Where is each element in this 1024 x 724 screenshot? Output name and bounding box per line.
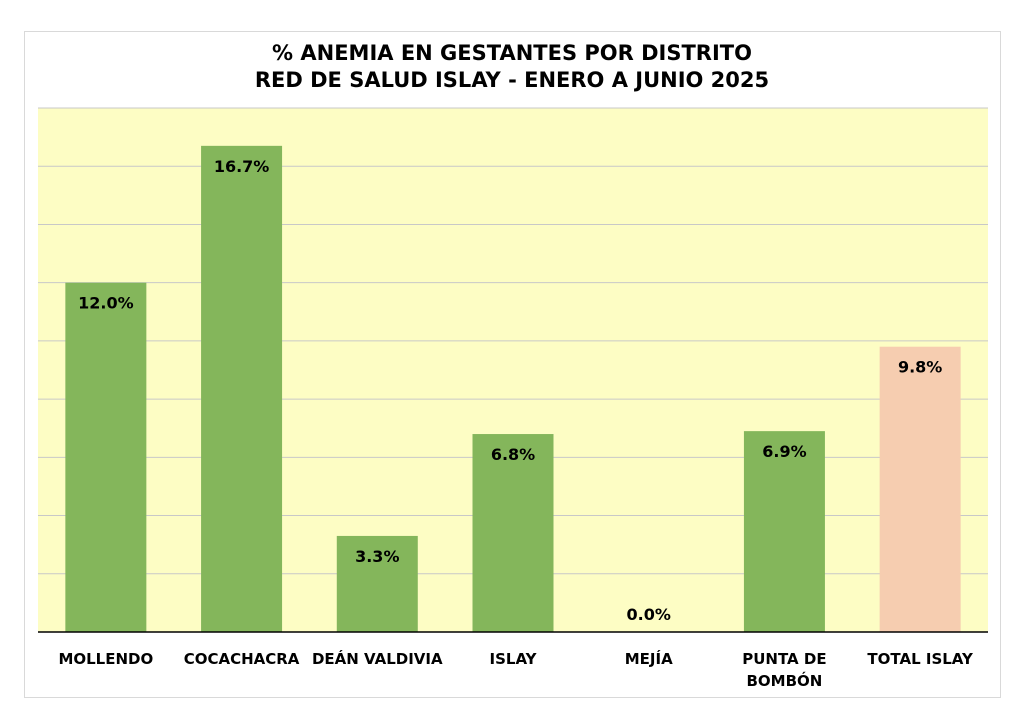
data-label: 6.9% bbox=[762, 442, 806, 461]
data-label: 9.8% bbox=[898, 358, 942, 377]
bars bbox=[65, 145, 961, 632]
category-label: MOLLENDO bbox=[58, 650, 153, 668]
chart-title-line-1: % ANEMIA EN GESTANTES POR DISTRITO bbox=[272, 41, 752, 65]
data-label: 0.0% bbox=[627, 605, 671, 624]
data-label: 16.7% bbox=[214, 157, 270, 176]
category-label: DEÁN VALDIVIA bbox=[312, 649, 443, 668]
chart-title-line-2: RED DE SALUD ISLAY - ENERO A JUNIO 2025 bbox=[254, 68, 770, 92]
data-label: 12.0% bbox=[78, 294, 134, 313]
category-label: TOTAL ISLAY bbox=[867, 650, 974, 668]
data-label: 3.3% bbox=[355, 547, 399, 566]
bar bbox=[336, 535, 418, 632]
category-label: BOMBÓN bbox=[746, 671, 822, 690]
category-label: MEJÍA bbox=[625, 649, 673, 668]
bar bbox=[65, 282, 147, 632]
bar bbox=[472, 434, 554, 632]
category-label: PUNTA DE bbox=[742, 650, 826, 668]
bar-total bbox=[879, 346, 961, 632]
data-label: 6.8% bbox=[491, 445, 535, 464]
category-label: COCACHACRA bbox=[184, 650, 300, 668]
bar bbox=[201, 145, 283, 632]
category-labels: MOLLENDO COCACHACRA DEÁN VALDIVIA ISLAY MEJÍ… bbox=[58, 649, 974, 690]
category-label: ISLAY bbox=[490, 650, 538, 668]
chart-title: % ANEMIA EN GESTANTES POR DISTRITO RED D… bbox=[0, 40, 1024, 94]
data-labels: 12.0% 16.7% 3.3% 6.8% 0.0% 6.9% 9.8% bbox=[78, 157, 942, 624]
bar bbox=[743, 431, 825, 632]
